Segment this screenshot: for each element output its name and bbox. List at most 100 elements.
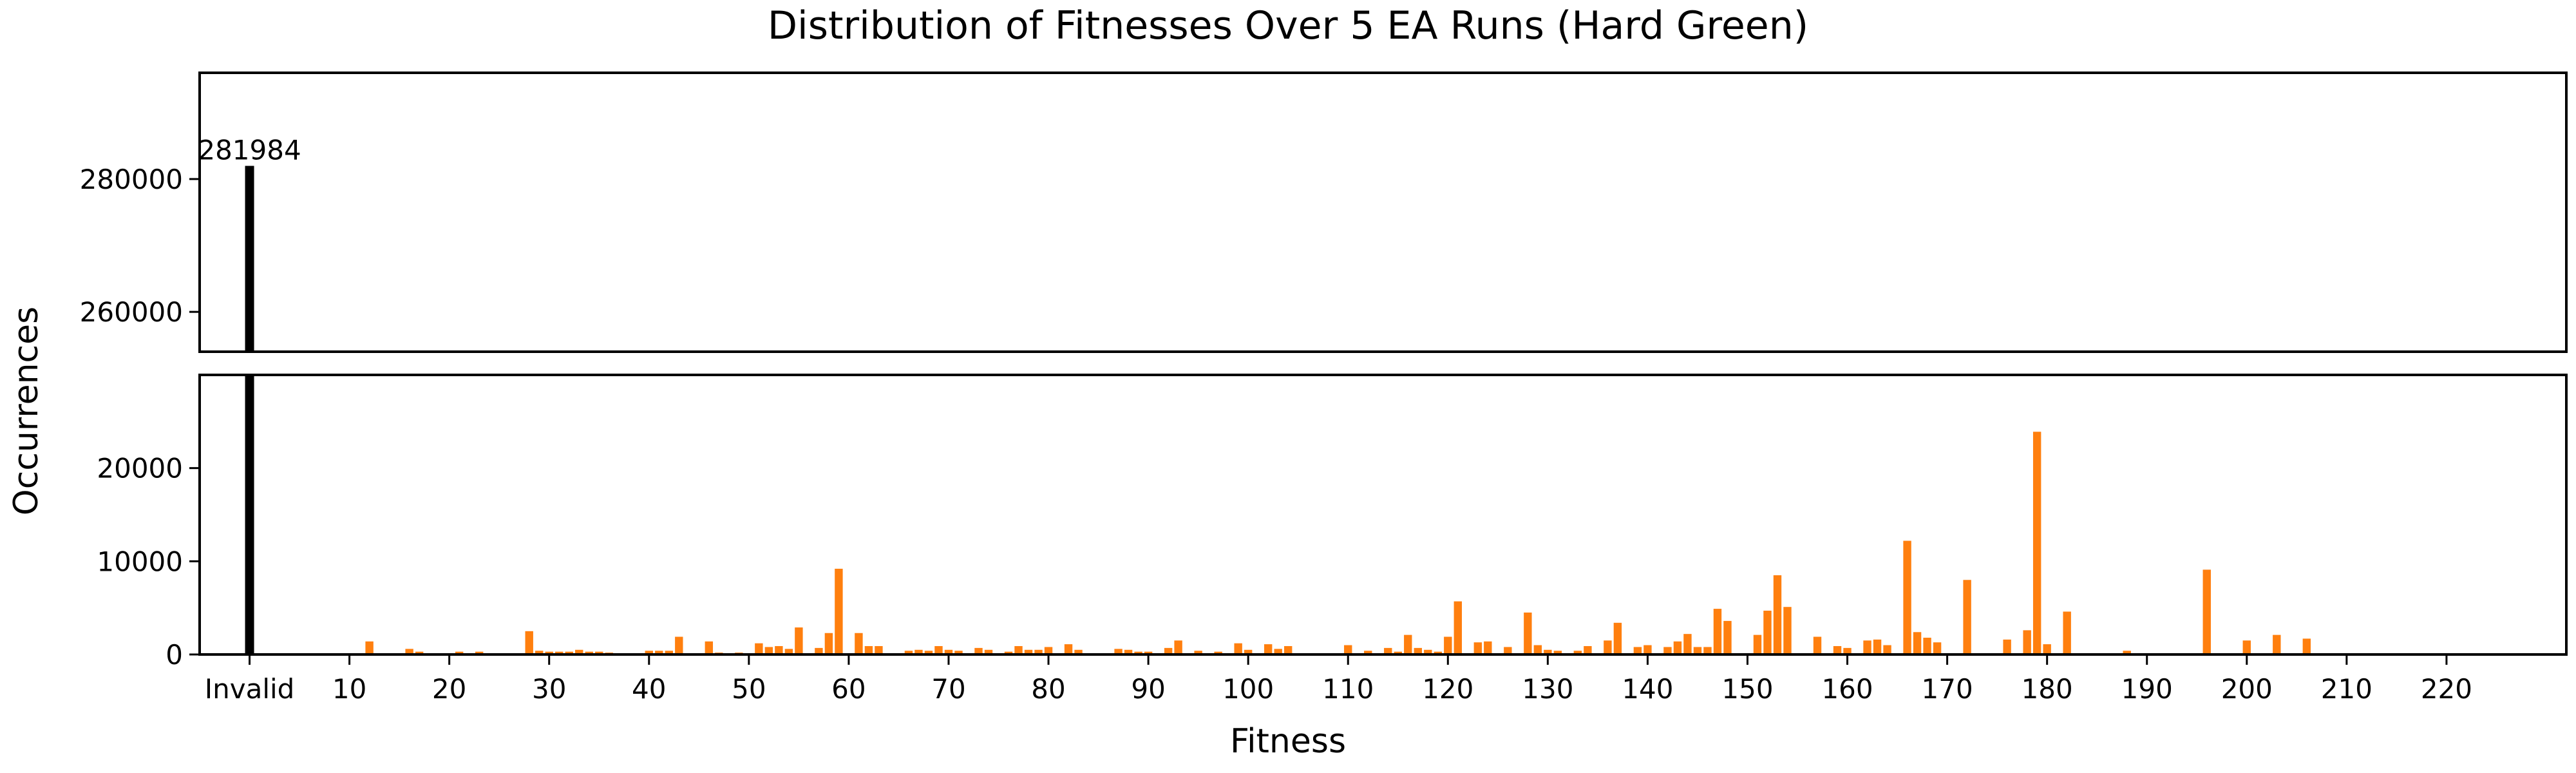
bar-fitness-100 — [1244, 649, 1253, 654]
bar-fitness-41 — [655, 651, 663, 654]
x-tick-label: 130 — [1522, 673, 1573, 705]
x-tick-label: 200 — [2221, 673, 2273, 705]
bar-fitness-196 — [2202, 569, 2211, 654]
bar-fitness-88 — [1124, 649, 1133, 654]
x-tick-label: 190 — [2121, 673, 2173, 705]
bar-fitness-21 — [455, 651, 464, 654]
bar-fitness-54 — [784, 649, 793, 654]
bar-fitness-23 — [475, 651, 484, 654]
bar-fitness-92 — [1164, 647, 1173, 654]
bar-fitness-40 — [645, 651, 653, 654]
bar-fitness-203 — [2273, 635, 2281, 654]
bar-fitness-148 — [1723, 620, 1732, 654]
bar-fitness-121 — [1454, 601, 1462, 654]
lower-panel-frame — [198, 374, 2568, 656]
bar-fitness-69 — [934, 645, 943, 654]
bar-fitness-140 — [1643, 645, 1652, 654]
bar-fitness-147 — [1713, 609, 1722, 654]
bar-fitness-110 — [1344, 645, 1352, 654]
bar-fitness-179 — [2032, 432, 2041, 654]
upper-bars — [245, 166, 254, 352]
x-tick-label: 180 — [2022, 673, 2073, 705]
bar-fitness-144 — [1683, 634, 1692, 654]
bar-fitness-180 — [2043, 644, 2051, 654]
bar-fitness-67 — [914, 649, 923, 654]
bar-invalid-lower — [245, 375, 254, 654]
bar-fitness-130 — [1544, 649, 1552, 654]
bar-fitness-79 — [1034, 649, 1043, 654]
bar-fitness-103 — [1274, 649, 1282, 654]
bar-fitness-95 — [1194, 651, 1202, 654]
bar-fitness-51 — [755, 643, 763, 654]
bar-fitness-52 — [764, 647, 773, 654]
x-tick-label: 170 — [1922, 673, 1973, 705]
y-tick-label: 10000 — [97, 546, 183, 577]
bar-fitness-97 — [1214, 651, 1222, 654]
y-tick-label: 260000 — [80, 296, 183, 328]
bar-fitness-66 — [904, 651, 913, 654]
x-tick-label: 80 — [1031, 673, 1065, 705]
bar-fitness-160 — [1843, 647, 1852, 654]
bar-fitness-129 — [1533, 645, 1542, 654]
bar-fitness-46 — [705, 641, 714, 654]
y-tick-label: 280000 — [80, 164, 183, 195]
bar-fitness-139 — [1633, 647, 1642, 654]
bar-fitness-163 — [1873, 639, 1882, 654]
x-tick-label: 220 — [2421, 673, 2472, 705]
bar-fitness-178 — [2023, 630, 2031, 654]
bar-fitness-59 — [835, 568, 843, 654]
bar-fitness-120 — [1444, 636, 1452, 654]
y-axis-label: Occurrences — [7, 307, 46, 515]
bar-fitness-61 — [855, 633, 863, 654]
upper-panel: 260000 280000 281984 — [80, 72, 2568, 353]
bar-fitness-154 — [1783, 607, 1792, 654]
bar-fitness-182 — [2063, 611, 2071, 654]
bar-fitness-16 — [405, 649, 413, 654]
lower-bars — [245, 375, 2311, 654]
bar-fitness-58 — [824, 633, 833, 654]
bar-fitness-17 — [415, 651, 424, 654]
x-tick-label: 150 — [1721, 673, 1773, 705]
upper-y-ticks: 260000 280000 — [80, 164, 200, 328]
bar-fitness-83 — [1074, 649, 1083, 654]
bar-fitness-188 — [2123, 651, 2131, 654]
bar-fitness-90 — [1144, 651, 1153, 654]
bar-fitness-164 — [1883, 645, 1891, 654]
bar-fitness-128 — [1524, 612, 1532, 654]
bar-fitness-169 — [1933, 642, 1942, 654]
bar-fitness-62 — [864, 645, 873, 654]
bar-fitness-115 — [1394, 651, 1402, 654]
bar-fitness-99 — [1234, 643, 1242, 654]
bar-fitness-162 — [1863, 640, 1871, 654]
bar-fitness-146 — [1703, 647, 1712, 654]
x-tick-label: 10 — [332, 673, 366, 705]
bar-fitness-12 — [365, 641, 374, 654]
bar-fitness-142 — [1663, 647, 1672, 654]
bar-fitness-31 — [555, 651, 564, 654]
bar-fitness-87 — [1114, 649, 1122, 654]
bar-fitness-176 — [2003, 639, 2011, 654]
bar-fitness-117 — [1414, 647, 1422, 654]
bar-fitness-159 — [1833, 645, 1842, 654]
bar-fitness-206 — [2302, 638, 2311, 654]
x-ticks: Invalid 10 20 30 40 50 60 70 80 90 100 110 120 130 140… — [205, 654, 2472, 705]
bar-fitness-114 — [1384, 647, 1392, 654]
bar-fitness-143 — [1673, 641, 1682, 654]
bar-fitness-112 — [1364, 651, 1372, 654]
bar-fitness-200 — [2242, 640, 2251, 654]
bar-fitness-102 — [1264, 644, 1273, 654]
lower-y-ticks: 0 10000 20000 — [97, 453, 200, 671]
bar-fitness-34 — [585, 651, 593, 654]
bar-fitness-70 — [944, 649, 953, 654]
bar-fitness-73 — [974, 647, 983, 654]
bar-fitness-57 — [815, 647, 823, 654]
bar-fitness-126 — [1504, 647, 1512, 654]
x-tick-label: 30 — [532, 673, 566, 705]
bar-fitness-32 — [565, 651, 573, 654]
bar-fitness-124 — [1484, 641, 1492, 654]
bar-fitness-82 — [1064, 644, 1073, 654]
bar-fitness-55 — [795, 627, 803, 654]
x-tick-label: 100 — [1222, 673, 1274, 705]
bar-fitness-80 — [1044, 647, 1053, 654]
